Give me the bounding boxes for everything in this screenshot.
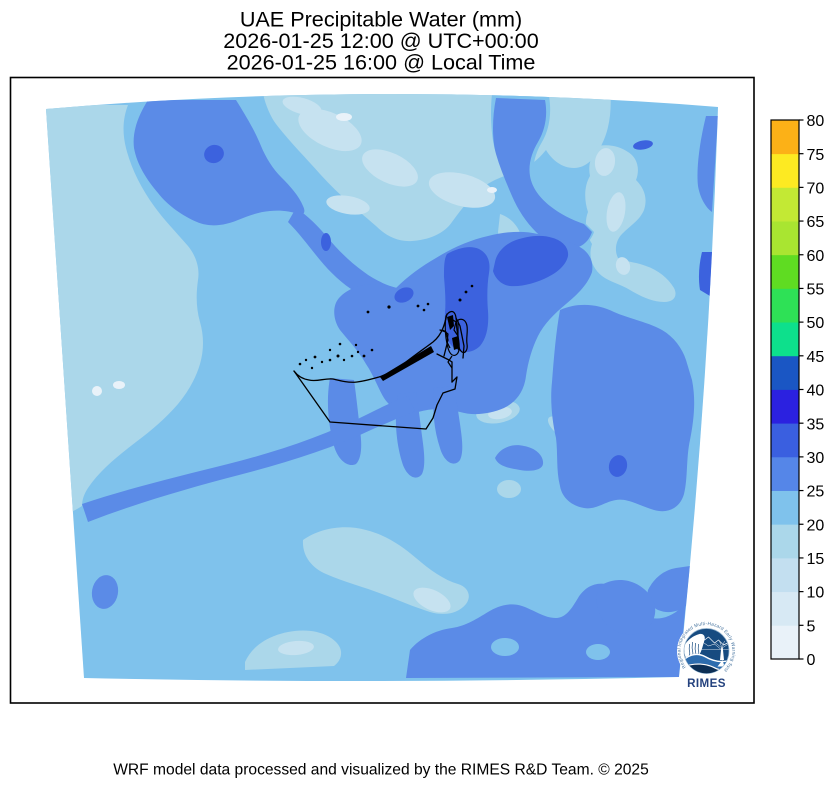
svg-text:RIMES: RIMES <box>687 677 726 690</box>
svg-text:15: 15 <box>807 551 825 568</box>
svg-text:70: 70 <box>807 180 825 197</box>
svg-text:80: 80 <box>807 113 825 130</box>
svg-text:2026-01-25 12:00 @ UTC+00:00: 2026-01-25 12:00 @ UTC+00:00 <box>223 28 538 53</box>
svg-text:0: 0 <box>807 652 816 669</box>
svg-text:50: 50 <box>807 315 825 332</box>
svg-text:45: 45 <box>807 349 825 366</box>
svg-text:10: 10 <box>807 585 825 602</box>
svg-text:25: 25 <box>807 484 825 501</box>
svg-text:2026-01-25 16:00 @ Local Time: 2026-01-25 16:00 @ Local Time <box>227 50 536 75</box>
svg-text:WRF model data processed and v: WRF model data processed and visualized … <box>113 762 649 779</box>
svg-text:30: 30 <box>807 450 825 467</box>
svg-text:60: 60 <box>807 248 825 265</box>
svg-text:40: 40 <box>807 383 825 400</box>
svg-text:65: 65 <box>807 214 825 231</box>
svg-text:35: 35 <box>807 416 825 433</box>
svg-text:20: 20 <box>807 517 825 534</box>
svg-text:5: 5 <box>807 618 816 635</box>
svg-text:55: 55 <box>807 282 825 299</box>
svg-text:UAE Precipitable Water (mm): UAE Precipitable Water (mm) <box>240 7 522 32</box>
svg-text:75: 75 <box>807 147 825 164</box>
